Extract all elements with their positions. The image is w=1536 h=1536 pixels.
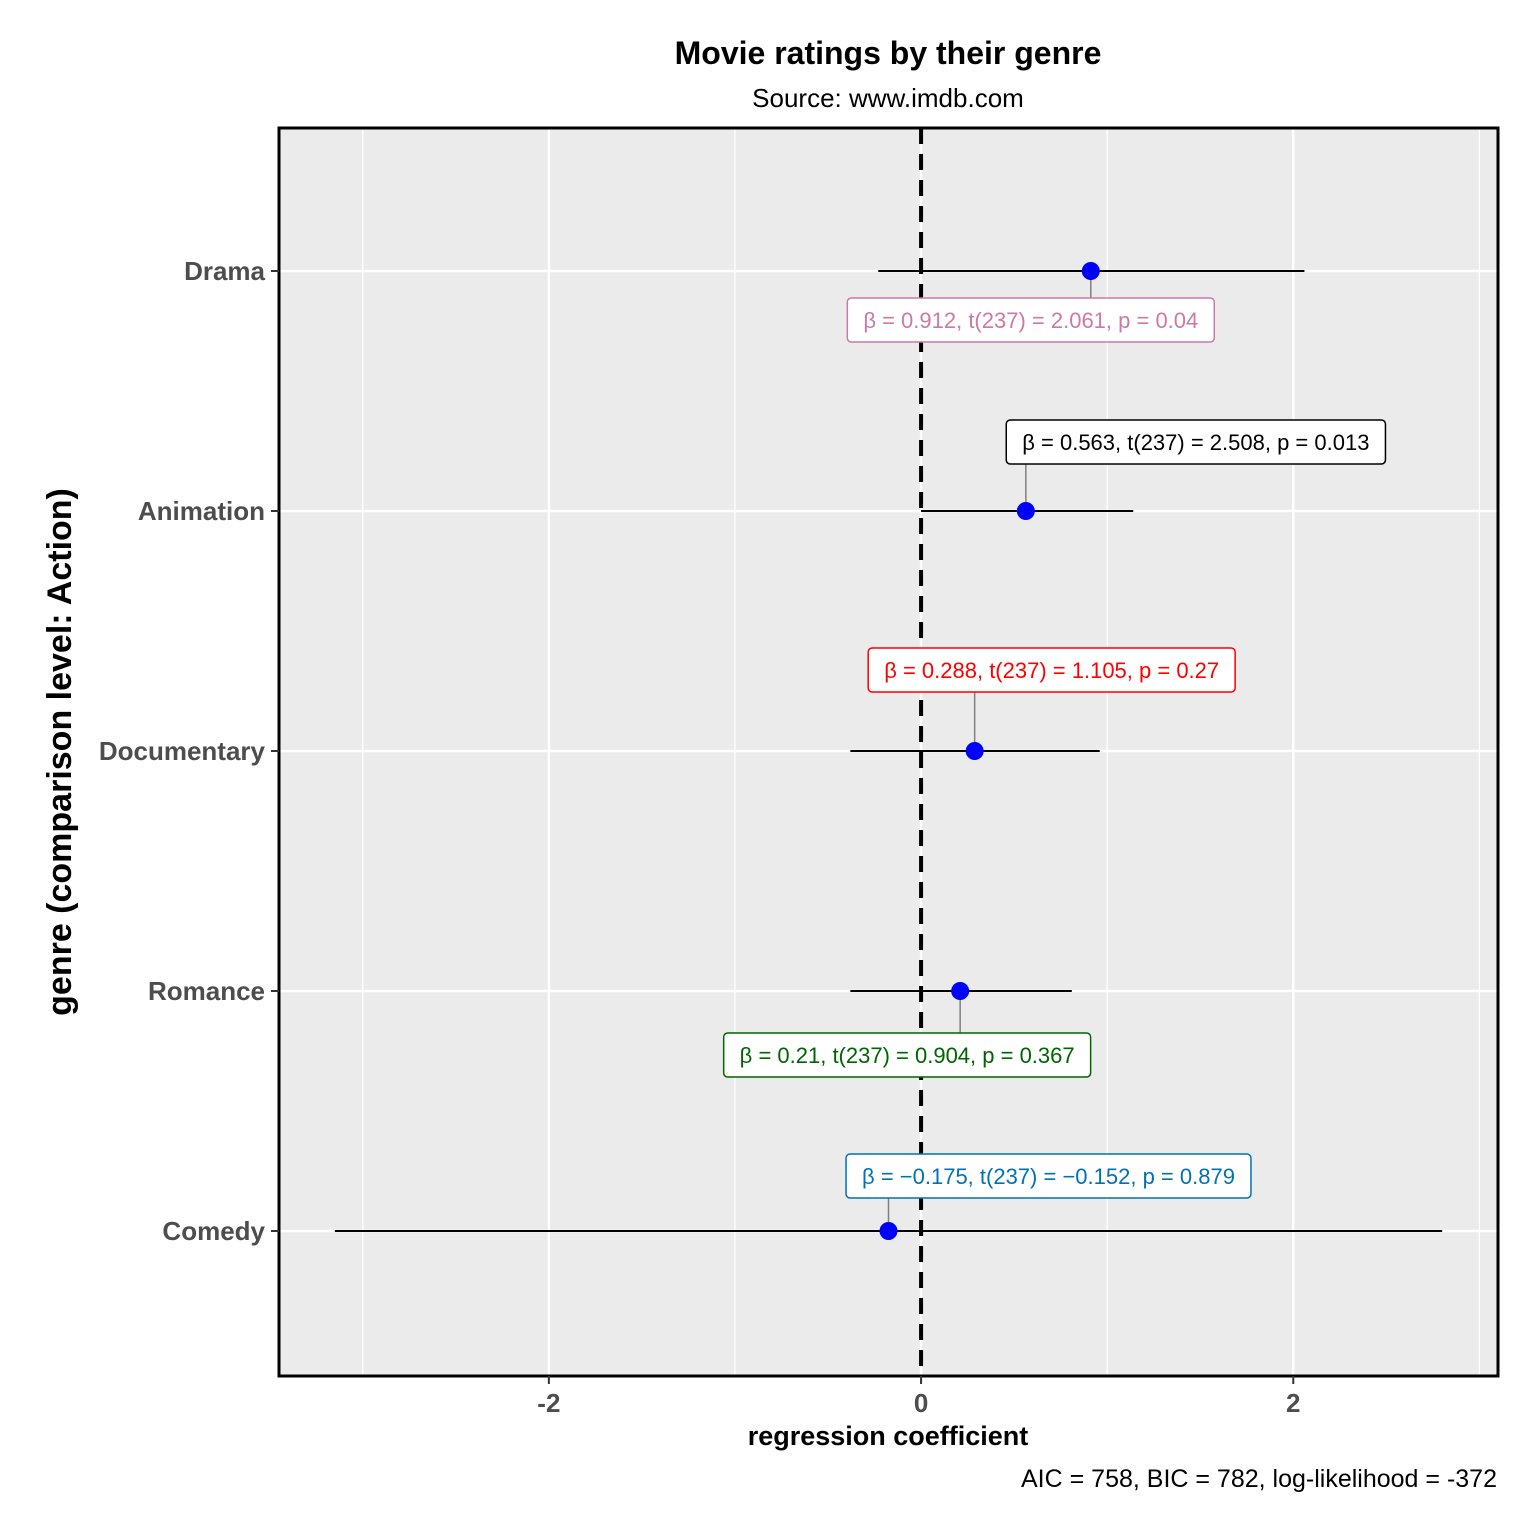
label-text: β = 0.21, t(237) = 0.904, p = 0.367 <box>740 1043 1075 1068</box>
estimate-label: β = 0.563, t(237) = 2.508, p = 0.013 <box>1005 419 1387 511</box>
label-box <box>867 647 1236 693</box>
x-axis-title: regression coefficient <box>748 1421 1029 1451</box>
label-text: β = 0.563, t(237) = 2.508, p = 0.013 <box>1022 430 1369 455</box>
chart-subtitle: Source: www.imdb.com <box>752 83 1024 113</box>
x-tick-label: 0 <box>914 1388 928 1418</box>
estimate-point <box>1016 502 1035 520</box>
estimate-point <box>879 1222 898 1240</box>
label-text: β = 0.288, t(237) = 1.105, p = 0.27 <box>884 658 1219 683</box>
label-text: β = 0.912, t(237) = 2.061, p = 0.04 <box>863 308 1198 333</box>
y-tick-label: Animation <box>138 496 265 526</box>
y-tick-label: Romance <box>148 976 265 1006</box>
chart-title: Movie ratings by their genre <box>675 35 1102 71</box>
x-tick-label: 2 <box>1286 1388 1300 1418</box>
label-box <box>1005 419 1387 465</box>
estimate-label: β = 0.21, t(237) = 0.904, p = 0.367 <box>722 991 1092 1078</box>
label-box <box>722 1032 1092 1078</box>
label-box <box>846 297 1216 343</box>
y-axis-title: genre (comparison level: Action) <box>41 488 79 1016</box>
chart-caption: AIC = 758, BIC = 782, log-likelihood = -… <box>1021 1465 1497 1493</box>
y-axis: Drama Animation Documentary Romance Comedy <box>99 256 279 1246</box>
estimate-label: β = −0.175, t(237) = −0.152, p = 0.879 <box>845 1153 1252 1231</box>
y-tick-label: Drama <box>184 256 265 286</box>
label-box <box>845 1153 1252 1199</box>
x-tick-label: -2 <box>537 1388 560 1418</box>
y-tick-label: Documentary <box>99 736 266 766</box>
estimate-label: β = 0.912, t(237) = 2.061, p = 0.04 <box>846 271 1216 343</box>
estimate-point <box>951 982 970 1000</box>
y-tick-label: Comedy <box>162 1216 265 1246</box>
estimate-point <box>1081 262 1100 280</box>
estimates-layer: β = 0.912, t(237) = 2.061, p = 0.04 β = 0… <box>334 262 1443 1240</box>
x-axis: -2 0 2 <box>537 1376 1301 1418</box>
label-text: β = −0.175, t(237) = −0.152, p = 0.879 <box>862 1164 1235 1189</box>
estimate-point <box>965 742 984 760</box>
estimate-label: β = 0.288, t(237) = 1.105, p = 0.27 <box>867 647 1236 751</box>
